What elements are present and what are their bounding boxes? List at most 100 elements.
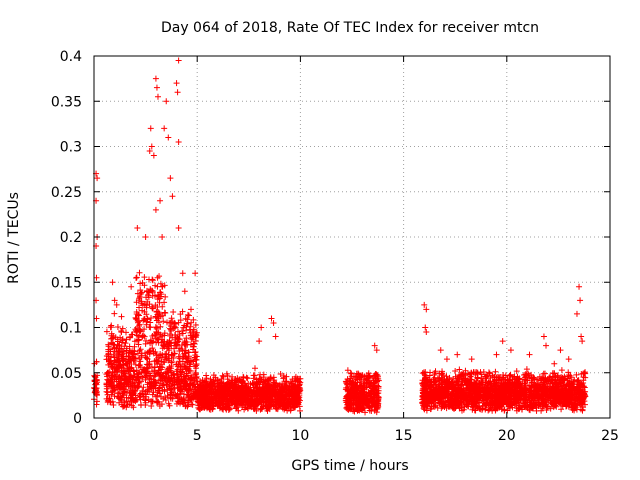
data-point (165, 374, 172, 381)
data-point (164, 378, 171, 385)
data-point (140, 384, 147, 391)
data-point (219, 372, 226, 379)
data-point (134, 396, 141, 403)
data-point (184, 359, 191, 366)
data-point (249, 393, 256, 400)
data-point (240, 373, 247, 380)
data-point (133, 367, 140, 374)
data-point (175, 138, 182, 145)
data-point (125, 368, 132, 375)
data-point (165, 134, 172, 141)
data-point (185, 367, 192, 374)
data-point (122, 340, 129, 347)
data-point (179, 327, 186, 334)
data-point (133, 274, 140, 281)
data-point (175, 399, 182, 406)
data-point (184, 403, 191, 410)
data-point (141, 274, 148, 281)
data-point (257, 406, 264, 413)
data-point (156, 299, 163, 306)
data-point (139, 334, 146, 341)
data-point (177, 363, 184, 370)
data-point (120, 403, 127, 410)
data-point (245, 380, 252, 387)
data-point (121, 370, 128, 377)
data-point (136, 293, 143, 300)
data-point (152, 282, 159, 289)
data-point (181, 322, 188, 329)
data-point (193, 362, 200, 369)
data-point (146, 361, 153, 368)
data-point (156, 363, 163, 370)
data-point (143, 311, 150, 318)
data-point (280, 375, 287, 382)
data-point (161, 330, 168, 337)
data-point (115, 355, 122, 362)
data-point (155, 367, 162, 374)
data-point (132, 314, 139, 321)
data-point (93, 358, 100, 365)
data-point (157, 197, 164, 204)
data-point (114, 336, 121, 343)
data-point (161, 359, 168, 366)
data-point (108, 324, 115, 331)
data-point (188, 319, 195, 326)
data-point (111, 354, 118, 361)
data-point (169, 318, 176, 325)
data-point (110, 402, 117, 409)
data-point (137, 358, 144, 365)
data-point (110, 332, 117, 339)
data-point (144, 316, 151, 323)
data-point (135, 375, 142, 382)
data-point (104, 391, 111, 398)
data-point (111, 345, 118, 352)
data-point (151, 373, 158, 380)
data-point (135, 341, 142, 348)
data-point (168, 365, 175, 372)
data-point (179, 387, 186, 394)
data-point (180, 395, 187, 402)
data-point (192, 370, 199, 377)
data-point (183, 355, 190, 362)
data-point (243, 374, 250, 381)
data-point (179, 330, 186, 337)
data-point (210, 378, 217, 385)
data-point (173, 80, 180, 87)
data-point (150, 152, 157, 159)
data-point (132, 355, 139, 362)
data-point (177, 390, 184, 397)
data-point (106, 395, 113, 402)
data-point (163, 381, 170, 388)
data-point (164, 369, 171, 376)
data-point (184, 311, 191, 318)
data-point (111, 386, 118, 393)
data-point (139, 307, 146, 314)
scatter-points (91, 57, 589, 416)
data-point (139, 387, 146, 394)
data-point (186, 389, 193, 396)
data-point (187, 360, 194, 367)
data-point (156, 403, 163, 410)
data-point (107, 378, 114, 385)
data-point (103, 388, 110, 395)
data-point (164, 387, 171, 394)
data-point (159, 234, 166, 240)
data-point (171, 350, 178, 357)
data-point (154, 93, 161, 100)
data-point (161, 282, 168, 289)
data-point (116, 351, 123, 358)
data-point (170, 309, 177, 316)
data-point (133, 274, 140, 281)
data-point (109, 279, 116, 286)
data-point (138, 298, 145, 305)
data-point (229, 373, 236, 380)
data-point (137, 364, 144, 371)
data-point (152, 206, 159, 213)
data-point (128, 402, 135, 409)
data-point (160, 318, 167, 325)
data-point (173, 371, 180, 378)
data-point (153, 358, 160, 365)
data-point (270, 374, 277, 381)
data-point (187, 341, 194, 348)
